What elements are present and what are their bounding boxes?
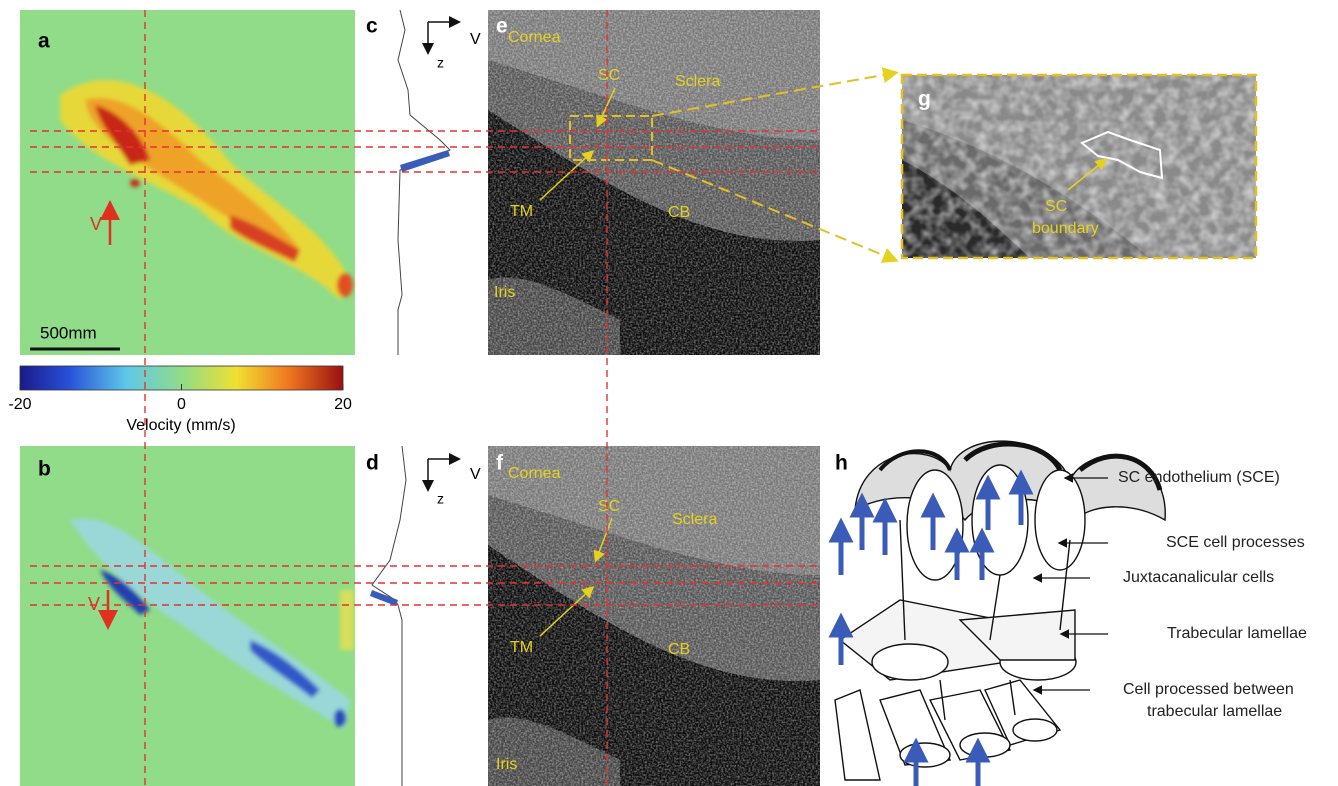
colorbar-tick-label: 0	[177, 396, 186, 413]
panel-c-text: V	[470, 31, 481, 48]
panel-b: V b	[20, 446, 355, 786]
panel-b-text: V	[88, 594, 100, 614]
colorbar-text: Velocity (mm/s)	[126, 417, 235, 434]
panel-e-text: TM	[510, 203, 533, 220]
trabecular-drawing-ellipse	[872, 644, 948, 680]
trabecular-drawing-path	[835, 690, 880, 780]
panel-e-text: CB	[668, 204, 690, 221]
panel-f-text: SC	[598, 498, 620, 515]
panel-e-text: SC	[598, 67, 620, 84]
panel-e-text: e	[496, 15, 508, 38]
panel-h-text: Juxtacanalicular cells	[1123, 569, 1274, 586]
panel-d-text: z	[437, 491, 444, 507]
panel-h-text: Trabecular lamellae	[1167, 625, 1307, 642]
panel-f-text: TM	[510, 639, 533, 656]
trabecular-drawing-ellipse	[960, 733, 1010, 757]
panel-e-text: Cornea	[508, 29, 561, 46]
trabecular-drawing-ellipse	[1035, 470, 1085, 570]
panel-g-text: g	[918, 88, 931, 111]
velocity-map-ellipse	[334, 709, 346, 727]
panel-e-text: Sclera	[675, 73, 720, 90]
panel-g-text: boundary	[1032, 220, 1099, 237]
velocity-map-ellipse	[337, 273, 353, 297]
panel-h-text: Cell processed between	[1123, 681, 1294, 698]
panel-c: V z c	[366, 10, 481, 355]
panel-f-text: Iris	[496, 756, 517, 773]
panel-d: V z d	[366, 446, 481, 786]
panel-a: V 500mm a	[20, 10, 355, 355]
colorbar-tick-label: 20	[334, 396, 352, 413]
panel-h-text: SC endothelium (SCE)	[1118, 469, 1280, 486]
panel-a-text: V	[90, 214, 102, 234]
trabecular-drawing-ellipse	[1013, 719, 1057, 741]
velocity-map-rect	[340, 590, 354, 650]
panel-d-text: V	[470, 466, 481, 483]
panel-c-text: z	[437, 55, 444, 71]
panel-f: Cornea SC Sclera TM CB Iris f	[488, 446, 820, 786]
oct-image	[488, 10, 820, 355]
panel-h-text: h	[835, 452, 848, 475]
panel-e: Cornea SC Sclera TM CB Iris e	[488, 10, 820, 355]
panel-b-text: b	[38, 458, 51, 481]
panel-f-text: Cornea	[508, 465, 561, 482]
panel-a-text: 500mm	[40, 323, 97, 342]
oct-image-rect	[488, 10, 820, 355]
panel-c-text: c	[366, 15, 378, 38]
colorbar: Velocity (mm/s) -20 0 20	[8, 366, 352, 434]
trabecular-drawing	[835, 441, 1165, 780]
panel-f-text: Sclera	[672, 511, 717, 528]
panel-d-text: d	[366, 452, 379, 475]
panel-c-path	[400, 150, 450, 172]
panel-d-path	[372, 446, 406, 786]
velocity-map-ellipse	[130, 179, 140, 187]
panel-g-text: SC	[1045, 198, 1067, 215]
oct-image	[488, 446, 820, 786]
panel-h-text: trabecular lamellae	[1147, 703, 1282, 720]
panel-h-text: SCE cell processes	[1166, 534, 1305, 551]
oct-image-rect	[488, 446, 820, 786]
panel-f-text: f	[496, 452, 504, 475]
panel-h: SC endothelium (SCE) SCE cell processes …	[835, 441, 1307, 786]
panel-a-text: a	[38, 30, 50, 53]
trabecular-drawing-ellipse	[900, 743, 950, 767]
panel-f-text: CB	[668, 641, 690, 658]
figure: V 500mm a Velocity (mm/s) -20 0 20 V b V z…	[0, 0, 1338, 786]
panel-e-text: Iris	[494, 284, 515, 301]
colorbar-tick-label: -20	[8, 396, 31, 413]
